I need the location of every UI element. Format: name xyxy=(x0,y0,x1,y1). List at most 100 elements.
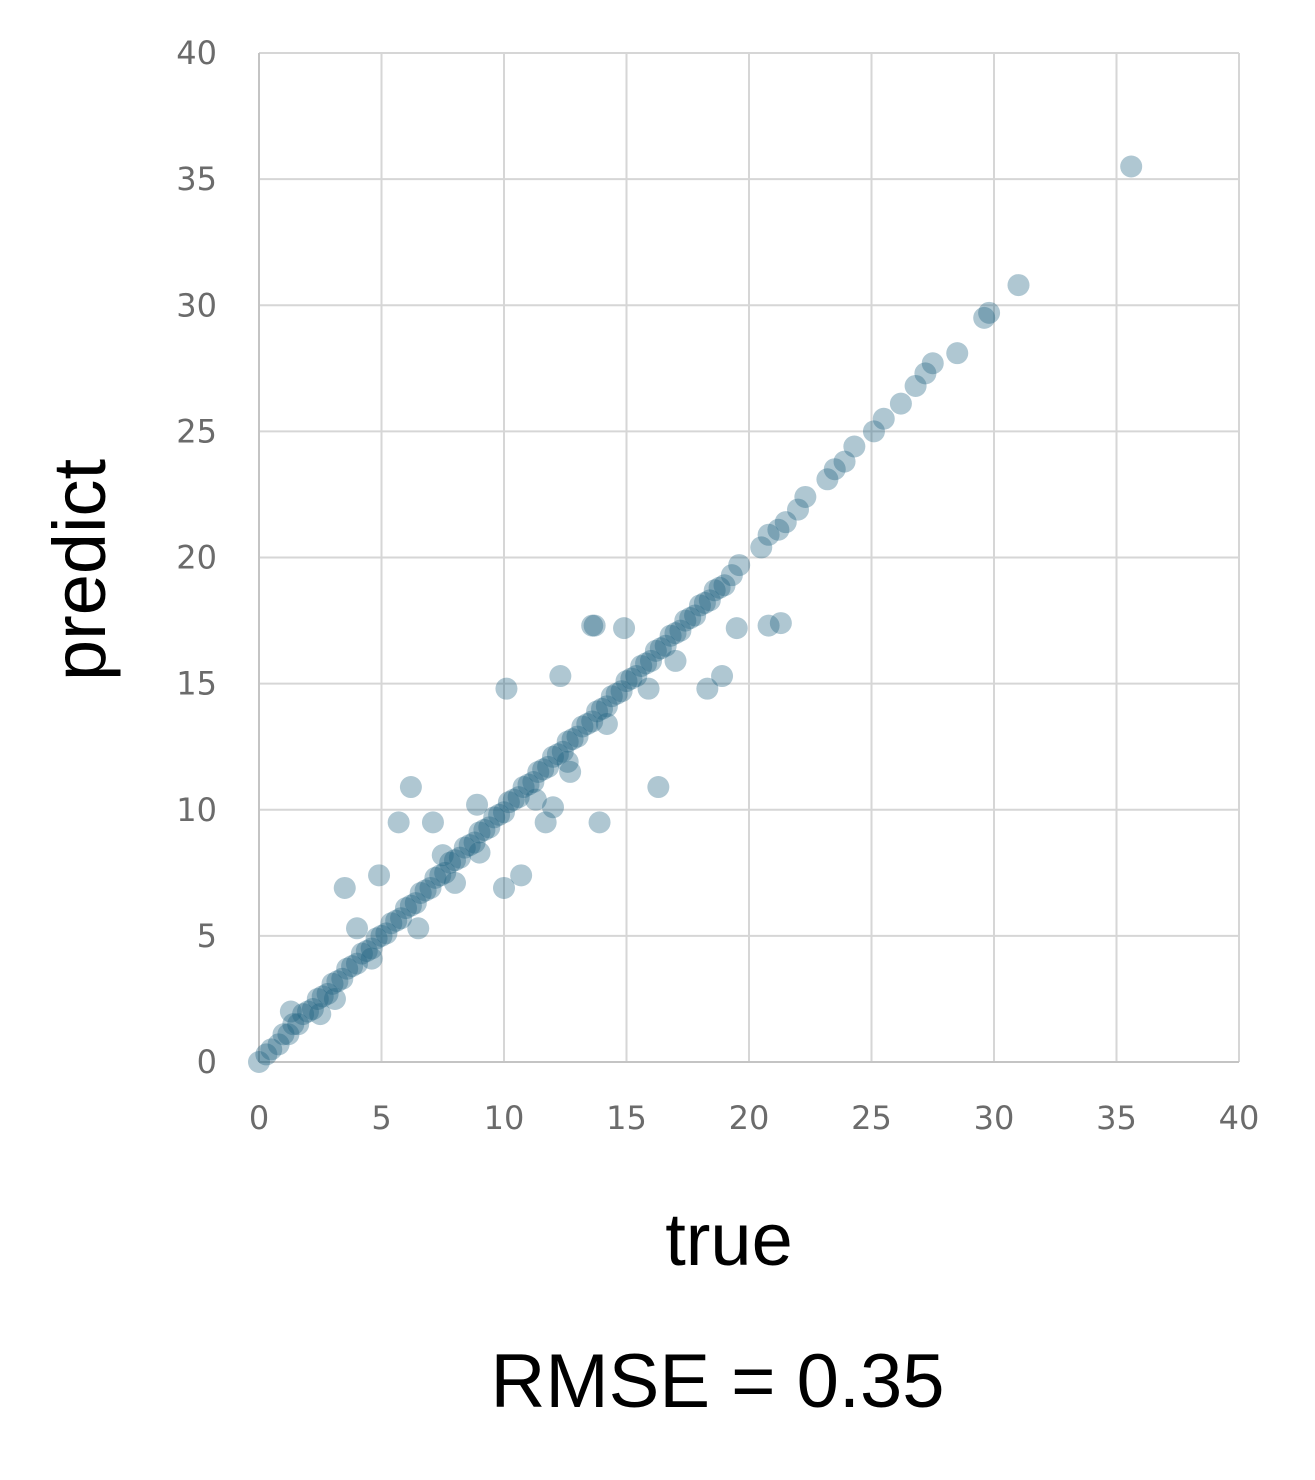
data-point xyxy=(750,536,773,559)
data-point xyxy=(346,952,368,975)
data-point xyxy=(365,927,388,950)
data-point xyxy=(534,811,557,834)
data-point xyxy=(973,306,996,329)
y-tick-label: 35 xyxy=(176,160,217,198)
data-point xyxy=(551,740,574,763)
data-point xyxy=(664,649,687,672)
data-point xyxy=(255,1043,278,1066)
data-point xyxy=(659,624,682,647)
x-tick-label: 20 xyxy=(729,1099,770,1137)
data-point xyxy=(595,712,618,735)
data-point xyxy=(872,407,895,430)
data-point xyxy=(532,758,555,781)
data-point xyxy=(488,803,511,826)
data-point xyxy=(664,622,687,645)
data-point xyxy=(395,897,417,920)
data-point xyxy=(537,755,560,778)
data-point xyxy=(350,942,373,965)
y-tick-label: 5 xyxy=(197,917,217,955)
data-point xyxy=(654,634,677,657)
data-point xyxy=(306,987,329,1010)
data-point xyxy=(380,912,403,935)
data-point xyxy=(644,639,667,662)
data-point xyxy=(635,652,658,675)
data-point xyxy=(527,760,550,783)
y-tick-label: 15 xyxy=(176,665,217,703)
data-point xyxy=(720,564,743,587)
data-point xyxy=(669,619,692,642)
data-point xyxy=(757,614,780,637)
data-point xyxy=(493,801,515,824)
data-point xyxy=(399,894,422,917)
x-tick-label: 25 xyxy=(851,1099,892,1137)
data-point xyxy=(946,342,969,365)
data-point xyxy=(444,849,466,872)
data-point xyxy=(267,1033,290,1056)
data-point xyxy=(862,420,885,443)
data-point xyxy=(914,362,937,385)
data-point xyxy=(260,1038,283,1061)
data-point xyxy=(696,677,719,700)
data-point xyxy=(385,909,408,932)
data-point xyxy=(843,435,866,458)
data-point xyxy=(387,811,410,834)
data-points xyxy=(248,155,1143,1073)
data-point xyxy=(674,609,697,632)
data-point xyxy=(728,554,751,577)
data-point xyxy=(610,680,633,703)
data-point xyxy=(497,791,520,814)
data-point xyxy=(507,786,530,809)
data-point xyxy=(346,917,368,940)
data-point xyxy=(282,1013,305,1036)
data-point xyxy=(517,773,540,796)
x-tick-label: 30 xyxy=(974,1099,1015,1137)
y-tick-label: 40 xyxy=(176,34,217,72)
data-point xyxy=(542,796,564,819)
data-point xyxy=(591,697,613,720)
data-point xyxy=(292,1003,315,1026)
data-point xyxy=(355,940,378,963)
data-point xyxy=(434,861,457,884)
y-tick-label: 10 xyxy=(176,791,217,829)
data-point xyxy=(637,677,660,700)
y-tick-labels: 0 5 10 15 20 25 30 35 40 xyxy=(176,34,217,1081)
data-point xyxy=(613,617,636,640)
data-point xyxy=(615,670,638,693)
data-point xyxy=(309,1003,332,1026)
data-point xyxy=(407,917,430,940)
data-point xyxy=(279,1000,302,1023)
data-point xyxy=(287,1013,310,1036)
data-point xyxy=(774,511,797,534)
data-point xyxy=(581,710,604,733)
data-point xyxy=(605,682,628,705)
data-point xyxy=(331,967,354,990)
data-point xyxy=(566,725,589,748)
data-point xyxy=(341,955,364,978)
data-point xyxy=(336,957,359,980)
data-point xyxy=(360,937,383,960)
data-point xyxy=(767,518,790,541)
data-point xyxy=(620,667,643,690)
data-point xyxy=(693,591,716,614)
data-point xyxy=(468,821,491,844)
data-point xyxy=(595,695,618,718)
data-point xyxy=(904,374,927,397)
data-point xyxy=(725,617,748,640)
data-point xyxy=(588,811,611,834)
data-point xyxy=(1120,155,1143,178)
data-point xyxy=(360,947,383,970)
data-point xyxy=(889,392,912,415)
rmse-caption: RMSE = 0.35 xyxy=(490,1339,945,1424)
data-point xyxy=(823,458,846,481)
data-point xyxy=(542,745,564,768)
data-point xyxy=(703,579,726,602)
x-tick-label: 0 xyxy=(249,1099,269,1137)
data-point xyxy=(787,498,809,521)
data-point xyxy=(625,665,648,688)
data-point xyxy=(448,846,471,869)
x-tick-label: 5 xyxy=(371,1099,391,1137)
data-point xyxy=(478,816,501,839)
data-point xyxy=(272,1023,295,1046)
data-point xyxy=(444,871,466,894)
